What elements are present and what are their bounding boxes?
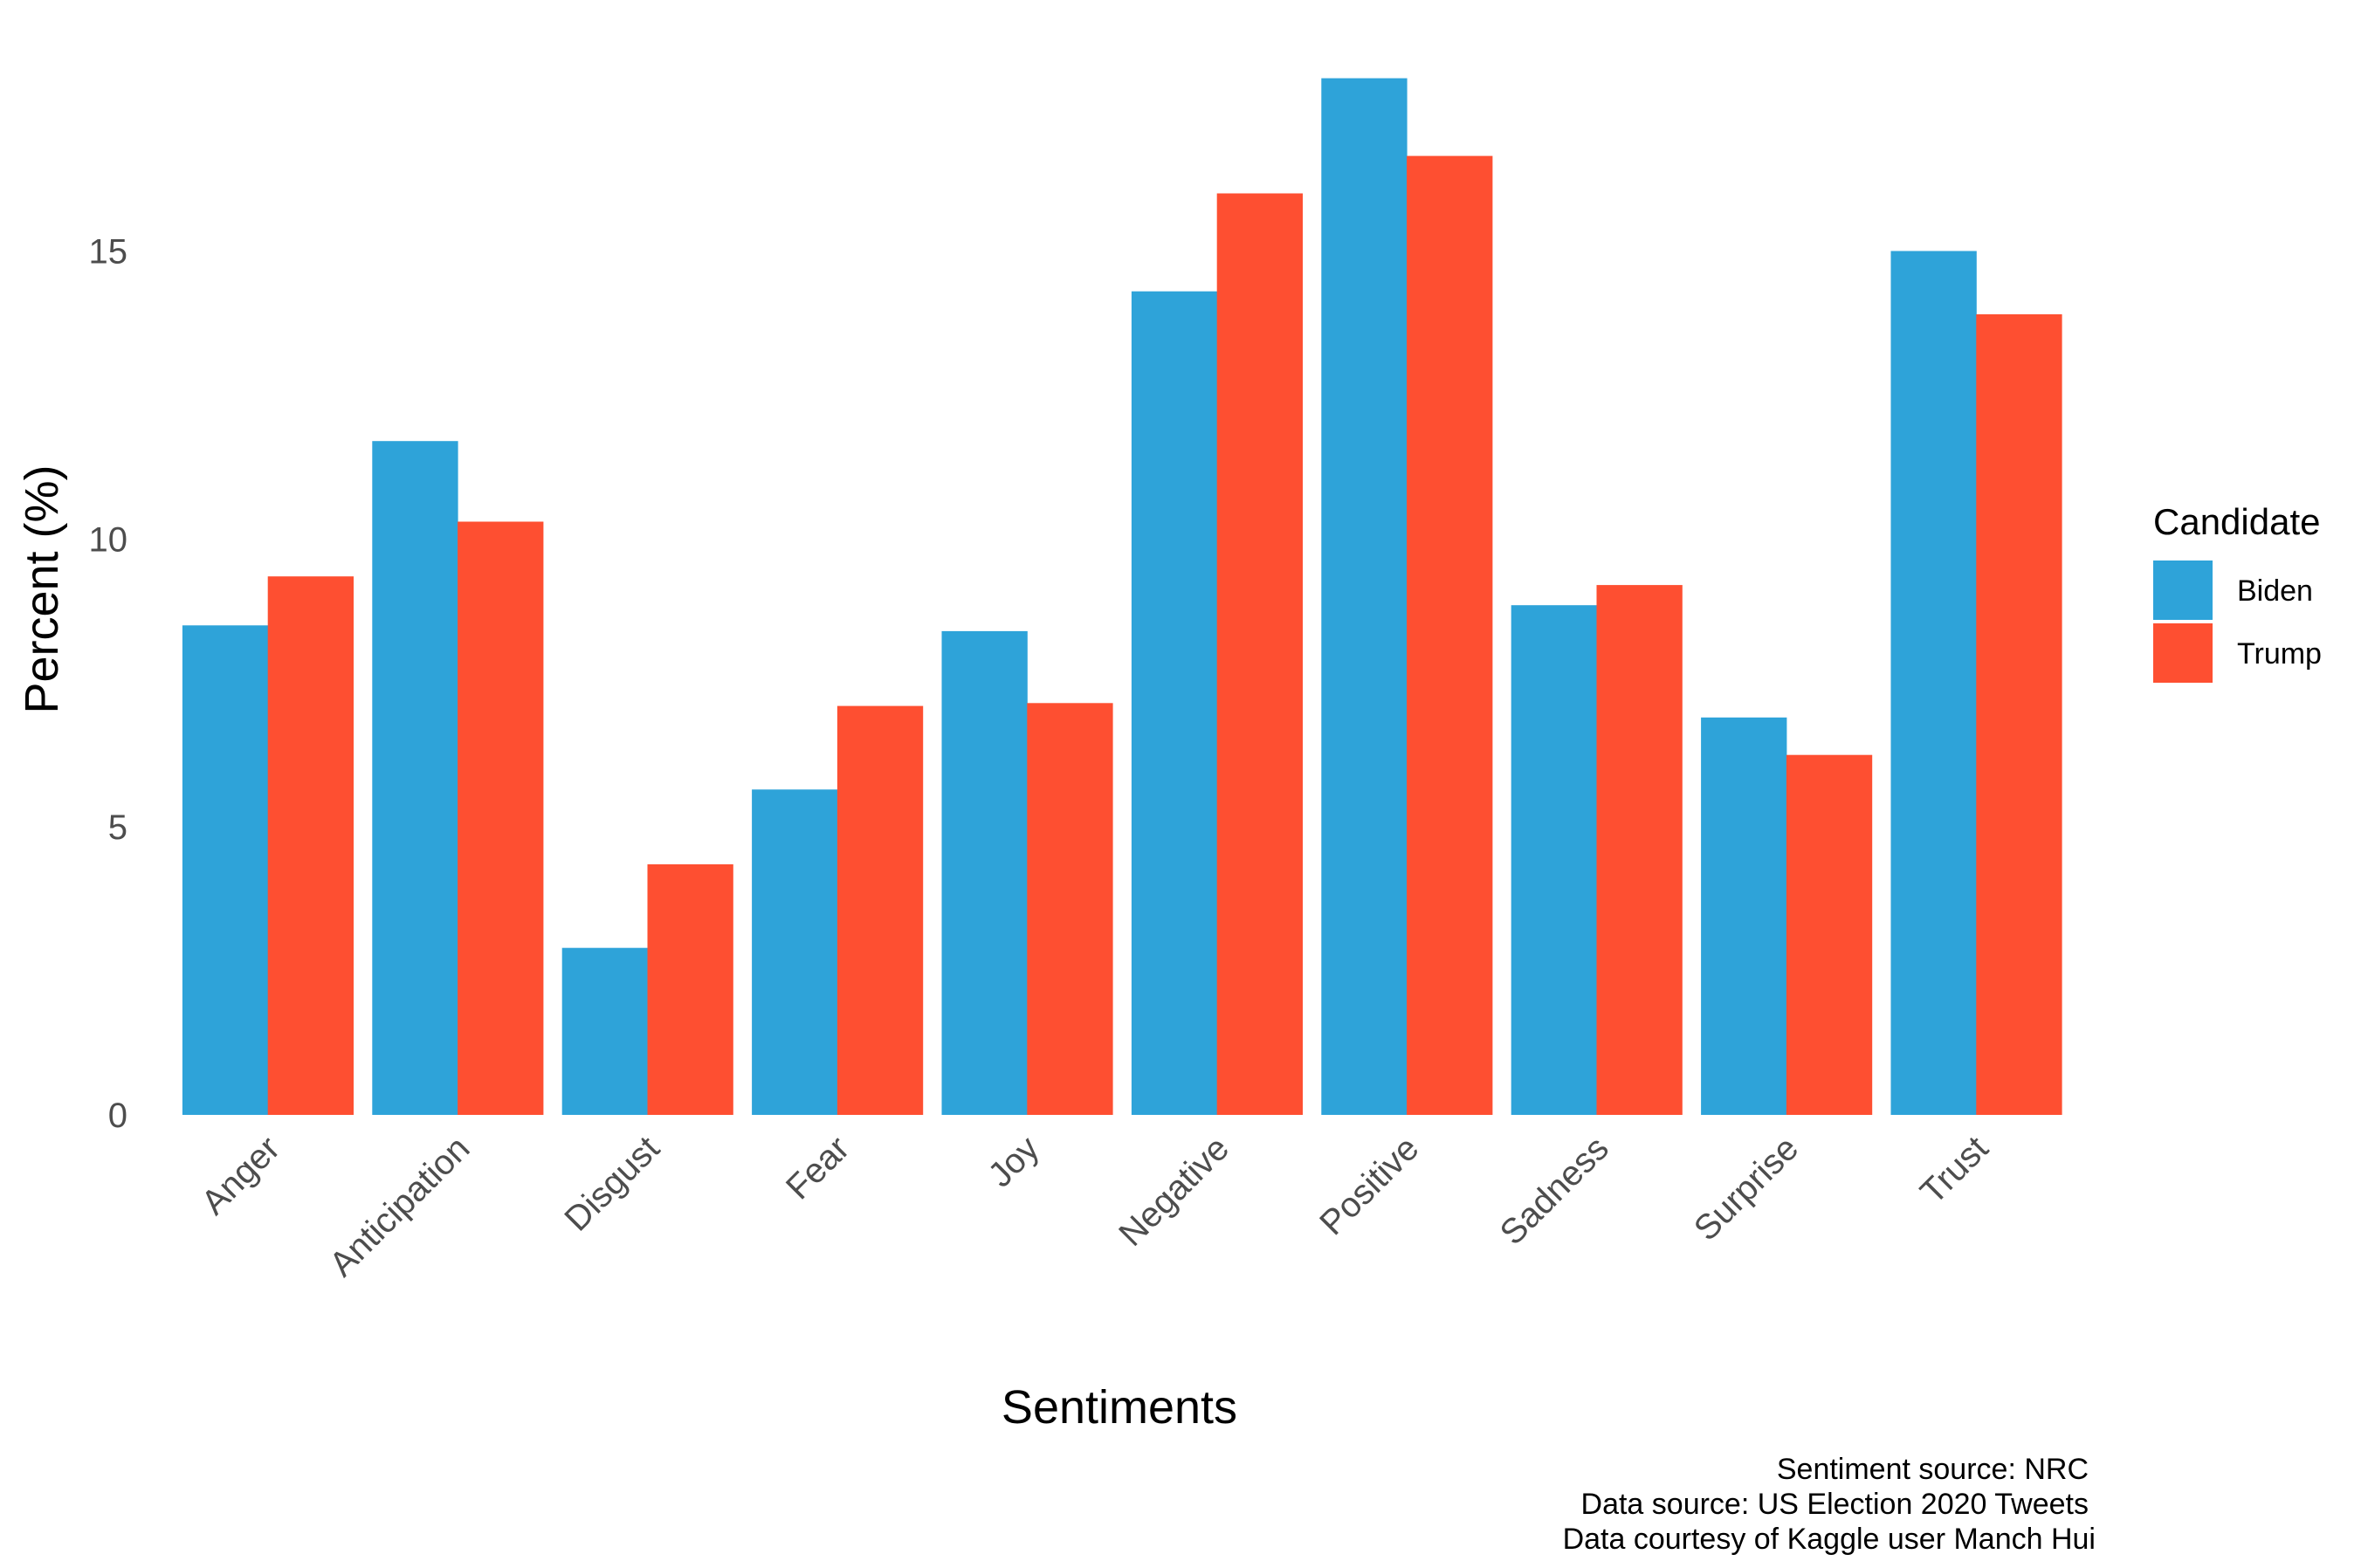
- bar-surprise-biden: [1701, 717, 1787, 1115]
- bar-anger-trump: [267, 576, 354, 1115]
- bar-fear-biden: [752, 789, 838, 1115]
- bars-group: [182, 78, 2062, 1116]
- y-tick-label: 10: [89, 520, 128, 559]
- bar-trust-trump: [1976, 314, 2062, 1115]
- x-tick-label-surprise: Surprise: [1687, 1129, 1806, 1248]
- x-tick-label-anticipation: Anticipation: [322, 1129, 477, 1283]
- y-tick-label: 15: [89, 233, 128, 272]
- legend-key-trump: [2153, 623, 2213, 683]
- y-tick-label: 5: [108, 808, 127, 847]
- x-tick-label-fear: Fear: [779, 1129, 857, 1207]
- legend-label-biden: Biden: [2237, 574, 2313, 608]
- legend-title: Candidate: [2153, 501, 2320, 542]
- bar-disgust-biden: [561, 947, 648, 1115]
- caption-line-1: Sentiment source: NRC: [1777, 1453, 2089, 1486]
- caption-line-3: Data courtesy of Kaggle user Manch Hui: [1563, 1523, 2096, 1556]
- x-tick-label-anger: Anger: [194, 1129, 287, 1222]
- y-tick-label: 0: [108, 1097, 127, 1135]
- bar-anticipation-biden: [372, 441, 458, 1115]
- x-axis-title: Sentiments: [1002, 1381, 1237, 1434]
- legend-label-trump: Trump: [2237, 637, 2322, 671]
- x-tick-labels: Anger Anticipation Disgust Fear Joy Negative P…: [194, 1129, 1995, 1283]
- bar-disgust-trump: [647, 864, 733, 1115]
- bar-surprise-trump: [1786, 754, 1873, 1115]
- bar-negative-trump: [1216, 193, 1303, 1115]
- legend-key-biden: [2153, 560, 2213, 620]
- bar-joy-trump: [1027, 703, 1113, 1115]
- x-tick-label-trust: Trust: [1913, 1129, 1995, 1211]
- bar-negative-biden: [1131, 291, 1218, 1115]
- bar-trust-biden: [1890, 251, 1977, 1115]
- bar-positive-biden: [1321, 78, 1408, 1116]
- x-tick-label-disgust: Disgust: [557, 1129, 666, 1238]
- bar-sadness-trump: [1596, 585, 1683, 1115]
- x-tick-label-negative: Negative: [1112, 1129, 1236, 1254]
- legend: Candidate Biden Trump: [2153, 501, 2322, 683]
- bar-anticipation-trump: [458, 521, 544, 1115]
- caption: Sentiment source: NRC Data source: US El…: [1563, 1453, 2096, 1556]
- x-tick-label-positive: Positive: [1312, 1129, 1426, 1242]
- bar-sadness-biden: [1511, 605, 1597, 1115]
- caption-line-2: Data source: US Election 2020 Tweets: [1581, 1488, 2089, 1521]
- x-tick-label-sadness: Sadness: [1493, 1129, 1616, 1252]
- bar-anger-biden: [182, 625, 269, 1115]
- bar-fear-trump: [836, 705, 924, 1115]
- bar-positive-trump: [1407, 155, 1493, 1116]
- y-tick-labels: 0 5 10 15: [89, 233, 128, 1136]
- bar-joy-biden: [941, 630, 1028, 1115]
- x-tick-label-joy: Joy: [981, 1129, 1047, 1194]
- y-axis-title: Percent (%): [16, 464, 68, 713]
